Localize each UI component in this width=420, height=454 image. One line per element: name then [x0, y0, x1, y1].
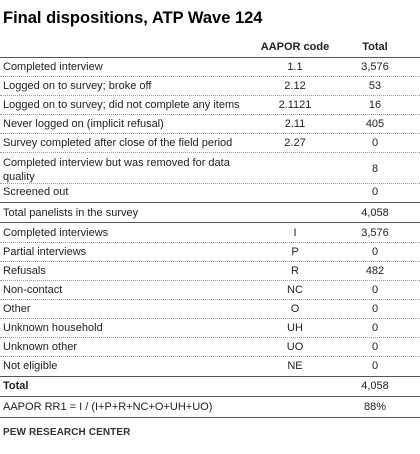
row-label: Partial interviews	[3, 246, 87, 258]
row-code: R	[291, 265, 299, 277]
header-divider	[0, 57, 420, 58]
row-label: Non-contact	[3, 284, 63, 296]
row-total: 0	[371, 341, 379, 353]
row-label: Total	[3, 380, 29, 392]
row-code: 2.27	[284, 137, 306, 149]
row-code: 2.1121	[278, 99, 312, 111]
row-total: 0	[371, 303, 379, 315]
row-total: 0	[371, 186, 379, 198]
row-divider	[0, 318, 420, 319]
row-label: Completed interview but was removed for …	[3, 157, 230, 183]
row-divider	[0, 76, 420, 77]
row-divider	[0, 95, 420, 96]
row-code: 1.1	[287, 61, 303, 73]
row-code: 2.11	[284, 118, 306, 130]
row-total: 3,576	[361, 61, 389, 73]
row-code: NC	[287, 284, 303, 296]
row-total: 4,058	[361, 380, 389, 392]
row-divider	[0, 152, 420, 153]
row-total: 0	[371, 322, 379, 334]
row-divider	[0, 280, 420, 281]
row-code: O	[290, 303, 300, 315]
row-divider	[0, 299, 420, 300]
column-header-total: Total	[362, 41, 388, 53]
row-code: 2.12	[284, 80, 306, 92]
row-label: Logged on to survey; did not complete an…	[3, 99, 240, 111]
row-label: Survey completed after close of the fiel…	[3, 137, 233, 149]
row-label: Refusals	[3, 265, 46, 277]
row-total: 8	[371, 163, 379, 175]
table-title: Final dispositions, ATP Wave 124	[3, 9, 263, 27]
table-bottom-border	[0, 417, 420, 418]
row-label: Never logged on (implicit refusal)	[3, 118, 164, 130]
section-divider	[0, 396, 420, 397]
row-label: Other	[3, 303, 31, 315]
row-total: 3,576	[361, 227, 389, 239]
section-divider	[0, 376, 420, 377]
row-label: Unknown other	[3, 341, 77, 353]
row-label: Total panelists in the survey	[3, 207, 139, 219]
column-header-aapor-code: AAPOR code	[260, 41, 330, 53]
row-label: Screened out	[3, 186, 69, 198]
row-divider	[0, 133, 420, 134]
row-label: Unknown household	[3, 322, 103, 334]
row-divider	[0, 337, 420, 338]
row-total: 4,058	[361, 207, 389, 219]
section-divider	[0, 222, 420, 223]
row-total: 16	[368, 99, 382, 111]
row-label: Not eligible	[3, 360, 58, 372]
row-code: P	[291, 246, 299, 258]
row-divider	[0, 183, 420, 184]
row-label: Completed interview	[3, 61, 103, 73]
row-total: 405	[365, 118, 385, 130]
section-divider	[0, 202, 420, 203]
row-total: 88%	[363, 401, 387, 413]
row-divider	[0, 114, 420, 115]
row-code: I	[293, 227, 297, 239]
row-code: UO	[286, 341, 304, 353]
row-total: 482	[365, 265, 385, 277]
row-total: 0	[371, 246, 379, 258]
row-total: 0	[371, 137, 379, 149]
row-label: AAPOR RR1 = I / (I+P+R+NC+O+UH+UO)	[3, 401, 213, 413]
row-total: 53	[368, 80, 382, 92]
source-footer: PEW RESEARCH CENTER	[3, 427, 131, 438]
row-code: NE	[287, 360, 303, 372]
row-total: 0	[371, 284, 379, 296]
row-divider	[0, 242, 420, 243]
row-divider	[0, 356, 420, 357]
row-total: 0	[371, 360, 379, 372]
row-code: UH	[287, 322, 303, 334]
row-label: Logged on to survey; broke off	[3, 80, 152, 92]
row-label: Completed interviews	[3, 227, 109, 239]
row-divider	[0, 261, 420, 262]
